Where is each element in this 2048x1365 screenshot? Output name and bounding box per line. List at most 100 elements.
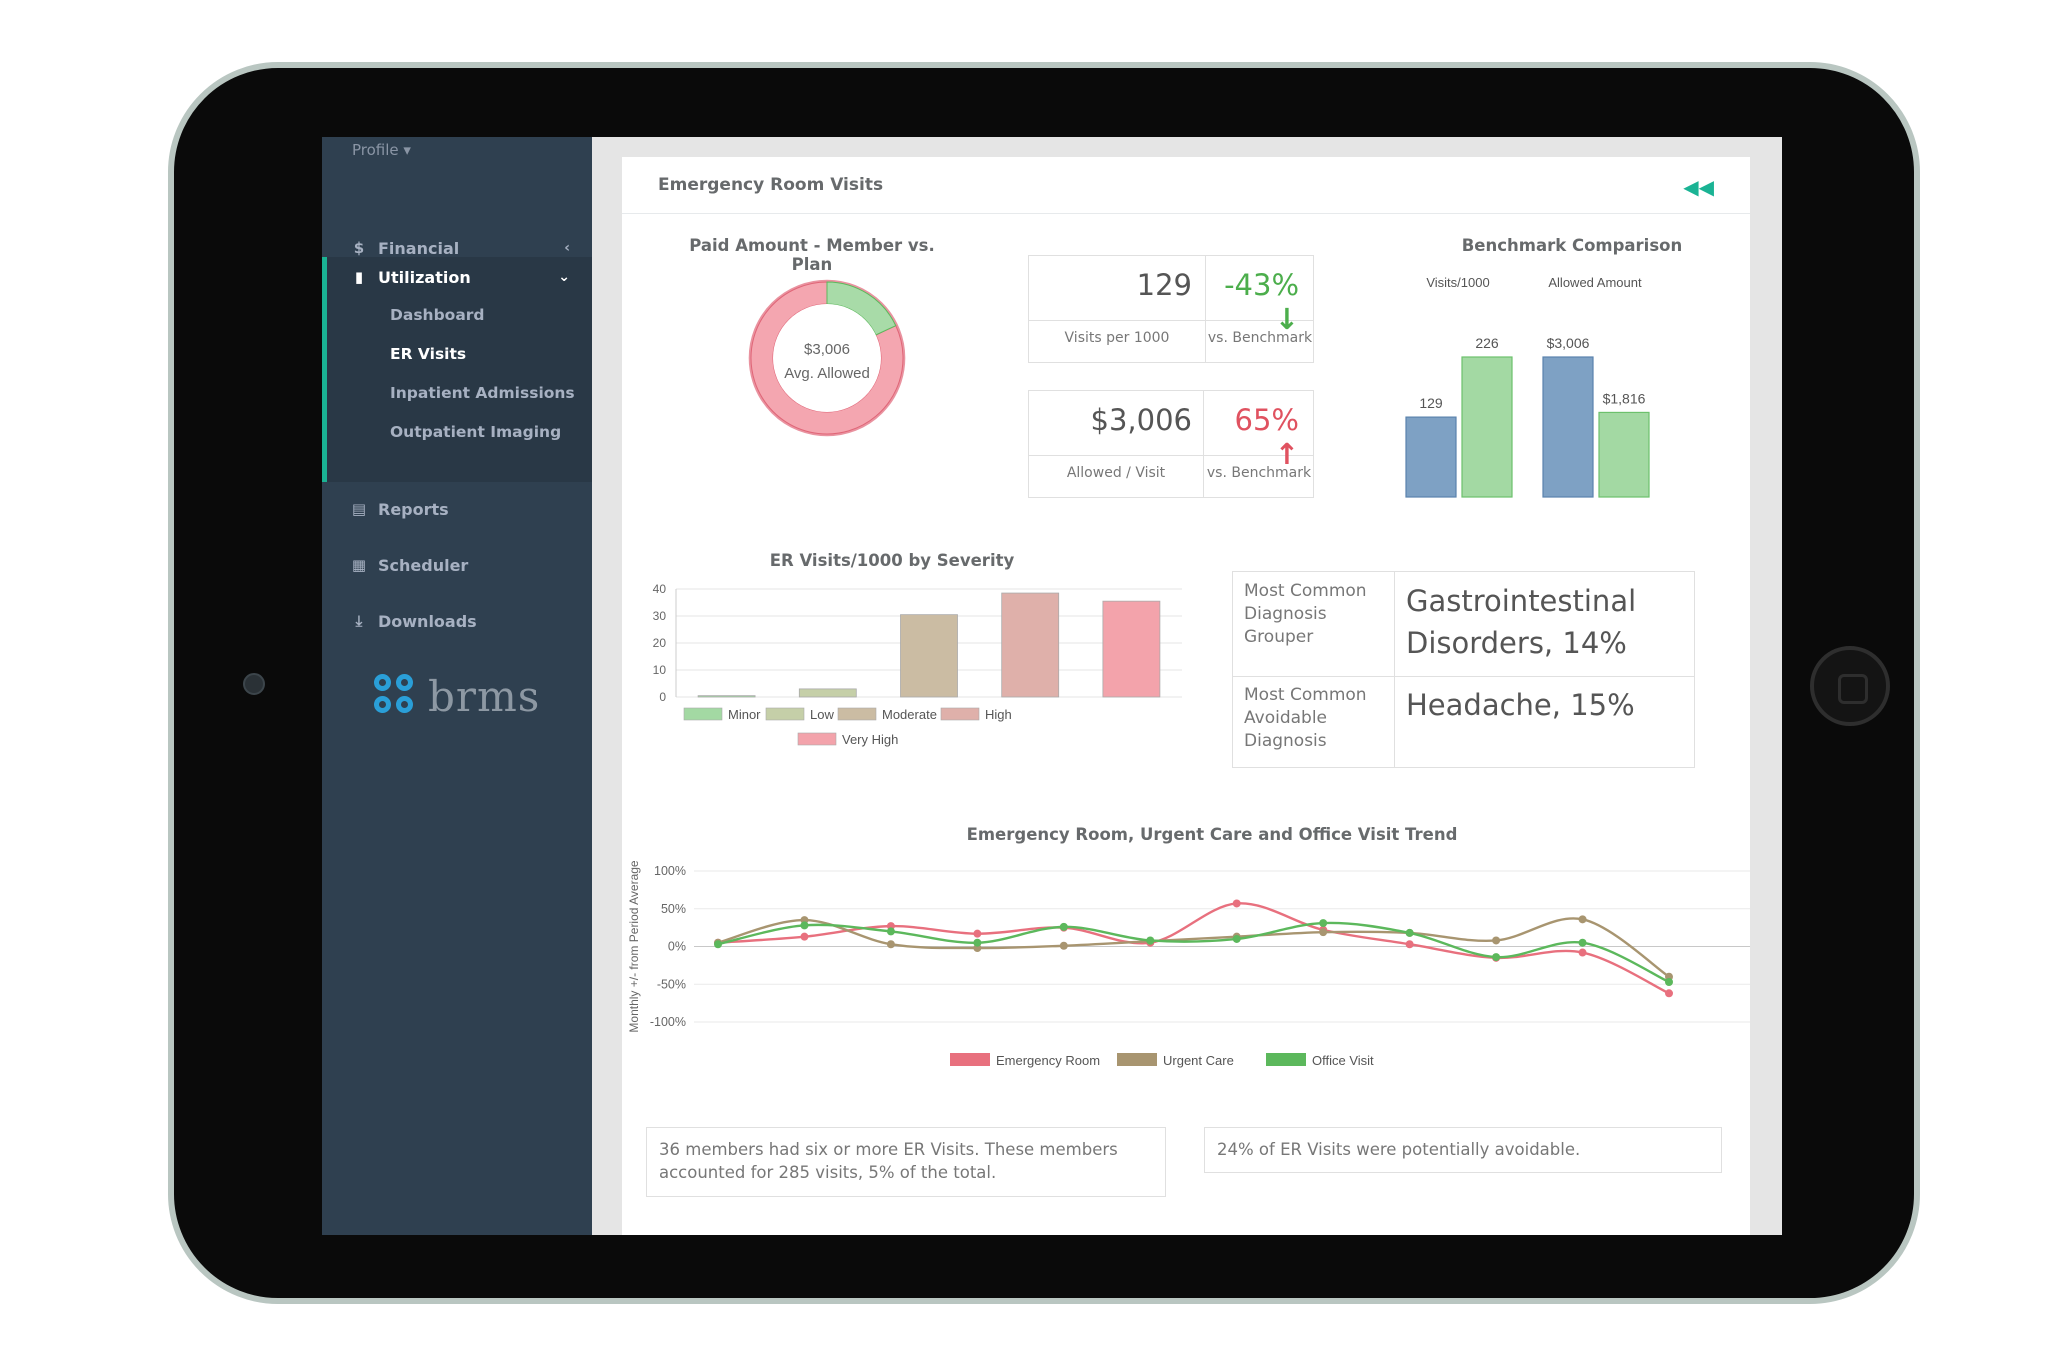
trend-point xyxy=(1232,934,1241,943)
donut-title: Paid Amount - Member vs. Plan xyxy=(689,236,935,274)
nav-utilization[interactable]: ▮ Utilization ⌄ xyxy=(322,257,592,297)
severity-bar xyxy=(697,695,756,698)
donut-chart: $3,006 Avg. Allowed xyxy=(748,279,906,437)
nav-reports-label: Reports xyxy=(378,499,449,519)
trend-tick-label: 0% xyxy=(668,940,686,954)
trend-legend-label: Urgent Care xyxy=(1163,1053,1234,1068)
trend-point xyxy=(973,938,982,947)
trend-y-axis-label: Monthly +/- from Period Average xyxy=(627,860,641,1033)
trend-point xyxy=(1059,941,1068,950)
benchmark-group-label: Visits/1000 xyxy=(1426,275,1489,290)
benchmark-bar xyxy=(1461,356,1513,498)
nav-group-utilization: ▮ Utilization ⌄ Dashboard ER Visits Inpa… xyxy=(322,257,592,482)
diagnosis-avoidable-value: Headache, 15% xyxy=(1406,688,1635,722)
benchmark-bar xyxy=(1542,356,1594,498)
trend-point xyxy=(886,927,895,936)
sub-item-er-visits[interactable]: ER Visits xyxy=(390,345,467,363)
nav-reports[interactable]: ▤ Reports xyxy=(322,489,592,529)
screen: Profile ▾ $ Financial ‹ ▮ Utilization ⌄ … xyxy=(322,137,1782,1235)
sub-item-inpatient-admissions[interactable]: Inpatient Admissions xyxy=(390,384,575,402)
home-button[interactable] xyxy=(1810,646,1890,726)
trend-series-line xyxy=(717,902,1670,995)
trend-series-line xyxy=(717,917,1670,978)
trend-point xyxy=(1405,940,1414,949)
severity-legend-label: Very High xyxy=(842,732,898,747)
benchmark-value-label: 226 xyxy=(1475,335,1499,351)
caret-down-icon: ▾ xyxy=(403,141,411,159)
kpi-allowed-value: $3,006 xyxy=(1090,403,1192,437)
benchmark-value-label: 129 xyxy=(1419,395,1443,411)
severity-chart: 0 10 20 30 40 Minor Low Moderate High Very High xyxy=(653,582,1182,747)
sub-item-outpatient-imaging[interactable]: Outpatient Imaging xyxy=(390,423,562,441)
severity-legend-swatch xyxy=(797,732,837,746)
donut-center-value: $3,006 xyxy=(804,341,850,358)
note-frequent-visitors: 36 members had six or more ER Visits. Th… xyxy=(646,1127,1166,1197)
kpi-visits-box: 129 -43% ↓ Visits per 1000 vs. Benchmark xyxy=(1028,255,1314,363)
panel-header: Emergency Room Visits ◀◀ xyxy=(622,157,1750,214)
profile-menu[interactable]: Profile ▾ xyxy=(352,141,411,159)
trend-point xyxy=(1665,977,1673,986)
kpi-visits-delta-label: vs. Benchmark xyxy=(1207,330,1313,346)
severity-bar xyxy=(1102,600,1161,698)
severity-legend-swatch xyxy=(765,707,805,721)
severity-tick-label: 20 xyxy=(653,636,667,650)
benchmark-title: Benchmark Comparison xyxy=(1461,236,1683,255)
trend-series-line xyxy=(717,921,1670,984)
diagnosis-avoidable-label: Most Common Avoidable Diagnosis xyxy=(1244,685,1367,751)
trend-legend-swatch xyxy=(950,1053,990,1066)
trend-chart: 100% 50% 0% -50% -100% Monthly +/- from Perio… xyxy=(627,860,1750,1068)
kpi-visits-delta: -43% ↓ xyxy=(1224,268,1299,336)
severity-bar xyxy=(1001,592,1060,698)
kpi-allowed-label: Allowed / Visit xyxy=(1066,465,1166,481)
dollar-icon: $ xyxy=(353,239,365,257)
severity-bar xyxy=(900,614,958,698)
severity-tick-label: 10 xyxy=(653,663,667,677)
calendar-icon: ▦ xyxy=(351,556,367,574)
kpi-visits-value: 129 xyxy=(1136,268,1192,302)
diagnosis-grouper-value: Gastrointestinal Disorders, 14% xyxy=(1406,584,1637,660)
trend-point xyxy=(1492,936,1501,945)
trend-legend-swatch xyxy=(1117,1053,1157,1066)
nav-utilization-label: Utilization xyxy=(378,267,471,287)
chevron-left-icon: ‹ xyxy=(564,240,570,256)
trend-point xyxy=(973,929,982,938)
severity-legend-swatch xyxy=(683,707,723,721)
download-icon: ⤓ xyxy=(355,612,363,630)
benchmark-value-label: $3,006 xyxy=(1547,335,1590,351)
trend-point xyxy=(800,932,809,941)
benchmark-group-label: Allowed Amount xyxy=(1548,275,1642,290)
nav-financial[interactable]: $ Financial ‹ xyxy=(322,228,592,268)
trend-tick-label: -100% xyxy=(650,1015,686,1029)
severity-legend-label: Low xyxy=(810,707,834,722)
severity-bar xyxy=(798,688,857,698)
brms-logo: brms xyxy=(374,672,540,721)
kpi-visits-label: Visits per 1000 xyxy=(1064,330,1170,346)
nav-financial-label: Financial xyxy=(378,238,460,258)
nav-scheduler-label: Scheduler xyxy=(378,555,469,575)
diagnosis-grouper-label: Most Common Diagnosis Grouper xyxy=(1244,581,1367,647)
benchmark-value-label: $1,816 xyxy=(1603,390,1646,406)
severity-legend-label: Moderate xyxy=(882,707,937,722)
trend-point xyxy=(1405,928,1414,937)
trend-point xyxy=(1059,922,1068,931)
severity-legend-swatch xyxy=(837,707,877,721)
trend-chart-title: Emergency Room, Urgent Care and Office V… xyxy=(966,825,1458,844)
trend-tick-label: 100% xyxy=(654,864,686,878)
arrow-down-icon: ↓ xyxy=(1274,302,1299,336)
double-chevron-left-icon[interactable]: ◀◀ xyxy=(1683,175,1714,199)
logo-text: brms xyxy=(428,672,541,721)
trend-point xyxy=(1578,938,1587,947)
building-icon: ▮ xyxy=(354,268,364,286)
sidebar: Profile ▾ $ Financial ‹ ▮ Utilization ⌄ … xyxy=(322,137,592,1235)
severity-legend-label: Minor xyxy=(728,707,761,722)
trend-legend-label: Emergency Room xyxy=(996,1053,1100,1068)
chevron-down-icon: ⌄ xyxy=(558,269,570,285)
nav-downloads[interactable]: ⤓ Downloads xyxy=(322,601,592,641)
sub-item-dashboard[interactable]: Dashboard xyxy=(390,306,485,324)
file-icon: ▤ xyxy=(351,500,367,518)
note-avoidable-visits: 24% of ER Visits were potentially avoida… xyxy=(1204,1127,1722,1173)
diagnosis-box: Most Common Diagnosis Grouper Gastrointe… xyxy=(1232,571,1695,768)
severity-legend-swatch xyxy=(940,707,980,721)
trend-point xyxy=(1319,928,1328,937)
nav-scheduler[interactable]: ▦ Scheduler xyxy=(322,545,592,585)
